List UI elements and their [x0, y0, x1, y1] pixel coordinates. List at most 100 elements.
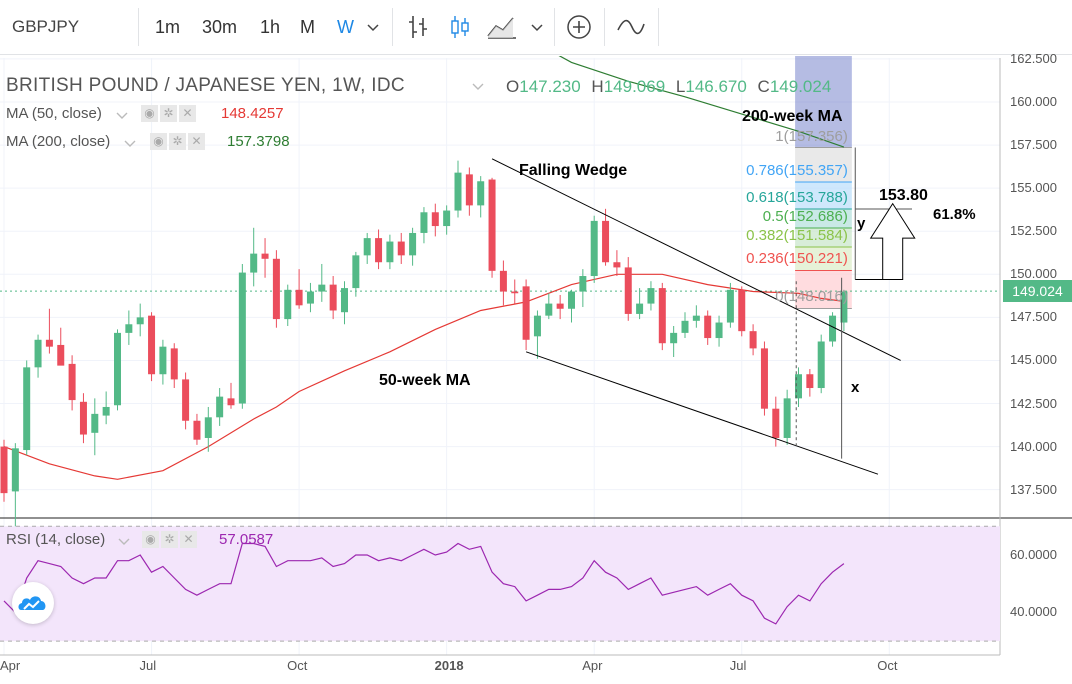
ma50-legend-label: MA (50, close) — [6, 105, 102, 122]
candle-body — [431, 212, 439, 227]
candle-body — [170, 348, 178, 380]
eye-icon[interactable]: ◉ — [142, 531, 159, 548]
eye-icon[interactable]: ◉ — [150, 133, 167, 150]
open-label: O — [506, 77, 520, 96]
fib-band — [795, 147, 852, 182]
candle-body — [806, 374, 814, 389]
close-icon[interactable]: ✕ — [179, 105, 196, 122]
candle-body — [829, 315, 837, 342]
candle-body — [602, 220, 610, 263]
cloud-logo-icon — [18, 596, 46, 610]
candle-body — [647, 288, 655, 304]
area-style-icon[interactable] — [486, 14, 518, 40]
candle-body — [272, 258, 280, 320]
chevron-down-icon[interactable] — [118, 537, 130, 547]
candle-body — [238, 272, 246, 404]
interval-week[interactable]: W — [337, 17, 354, 37]
candle-body — [636, 303, 644, 314]
interval-1m[interactable]: 1m — [155, 17, 181, 37]
last-price-tag: 149.024 — [1003, 280, 1072, 303]
candle-body — [840, 291, 848, 323]
candle-body — [545, 303, 553, 316]
candle-body — [261, 253, 269, 259]
candle-body — [102, 406, 110, 416]
candle-body — [386, 241, 394, 263]
candle-body — [488, 179, 496, 271]
price-axis-tick: 145.000 — [1010, 352, 1057, 368]
close-value: 149.024 — [769, 77, 832, 96]
fib-level-label: 0.382(151.584) — [746, 227, 848, 244]
candle-body — [533, 315, 541, 337]
price-chart[interactable] — [0, 56, 1072, 684]
fib-band — [795, 247, 852, 271]
candle-body — [204, 417, 212, 438]
close-icon[interactable]: ✕ — [188, 133, 205, 150]
candle-body — [284, 289, 292, 320]
time-axis-tick: Oct — [287, 658, 308, 673]
wave-indicator-icon[interactable] — [616, 14, 646, 40]
gear-icon[interactable]: ✲ — [161, 531, 178, 548]
candle-body — [726, 289, 734, 323]
ma200-legend-controls: ◉ ✲ ✕ — [150, 133, 205, 150]
interval-month[interactable]: M — [300, 17, 315, 37]
candle-body — [318, 284, 326, 292]
candle-body — [91, 413, 99, 433]
gear-icon[interactable]: ✲ — [169, 133, 186, 150]
ma50-legend-controls: ◉ ✲ ✕ — [141, 105, 196, 122]
candle-body — [499, 270, 507, 292]
target-fib-percent: 61.8% — [933, 206, 976, 223]
toolbar-divider — [658, 8, 659, 46]
price-axis-tick: 152.500 — [1010, 223, 1057, 239]
candle-body — [375, 238, 383, 263]
candle-body — [420, 212, 428, 233]
candle-body — [57, 344, 65, 366]
candle-body — [511, 291, 519, 294]
projection-zone — [795, 56, 852, 148]
close-icon[interactable]: ✕ — [180, 531, 197, 548]
time-axis-tick: Apr — [0, 658, 21, 673]
plus-circle-icon[interactable] — [566, 14, 592, 40]
rsi-line — [3, 542, 845, 625]
toolbar-divider — [138, 8, 139, 46]
candle-body — [715, 322, 723, 339]
candle-body — [613, 262, 621, 268]
candle-body — [772, 408, 780, 438]
candle-body — [409, 232, 417, 256]
tradingview-logo[interactable] — [12, 582, 54, 624]
candle-body — [795, 374, 802, 399]
bar-style-icon[interactable] — [406, 14, 430, 40]
chevron-down-icon[interactable] — [530, 20, 544, 34]
rsi-axis-tick: 40.0000 — [1010, 604, 1057, 620]
candle-body — [148, 315, 156, 375]
interval-30m[interactable]: 30m — [202, 17, 238, 37]
candle-body — [454, 172, 462, 211]
high-value: 149.069 — [603, 77, 666, 96]
candle-body — [306, 291, 314, 304]
candle-body — [692, 315, 700, 321]
candle-body — [0, 446, 8, 494]
candle-body — [681, 320, 689, 333]
candle-body — [329, 284, 337, 311]
candle-body — [216, 396, 224, 418]
gear-icon[interactable]: ✲ — [160, 105, 177, 122]
candle-body — [568, 291, 575, 309]
candle-body — [704, 315, 712, 339]
candle-style-icon[interactable] — [448, 14, 472, 40]
ma200-legend-value: 157.3798 — [227, 133, 290, 150]
ma200-annotation: 200-week MA — [742, 108, 843, 125]
time-axis-tick: Jul — [729, 658, 747, 673]
candle-body — [182, 379, 190, 421]
ma50-legend-value: 148.4257 — [221, 105, 284, 122]
open-value: 147.230 — [519, 77, 581, 96]
symbol-search[interactable]: GBPJPY — [12, 17, 80, 36]
chevron-down-icon[interactable] — [366, 20, 380, 34]
y-marker: y — [857, 215, 866, 232]
eye-icon[interactable]: ◉ — [141, 105, 158, 122]
chevron-down-icon[interactable] — [124, 139, 136, 149]
chevron-down-icon[interactable] — [116, 111, 128, 121]
price-axis-tick: 155.000 — [1010, 180, 1057, 196]
interval-1h[interactable]: 1h — [260, 17, 281, 37]
falling-wedge-label: Falling Wedge — [519, 162, 628, 179]
candle-body — [477, 181, 485, 206]
chevron-down-icon[interactable] — [472, 82, 484, 92]
